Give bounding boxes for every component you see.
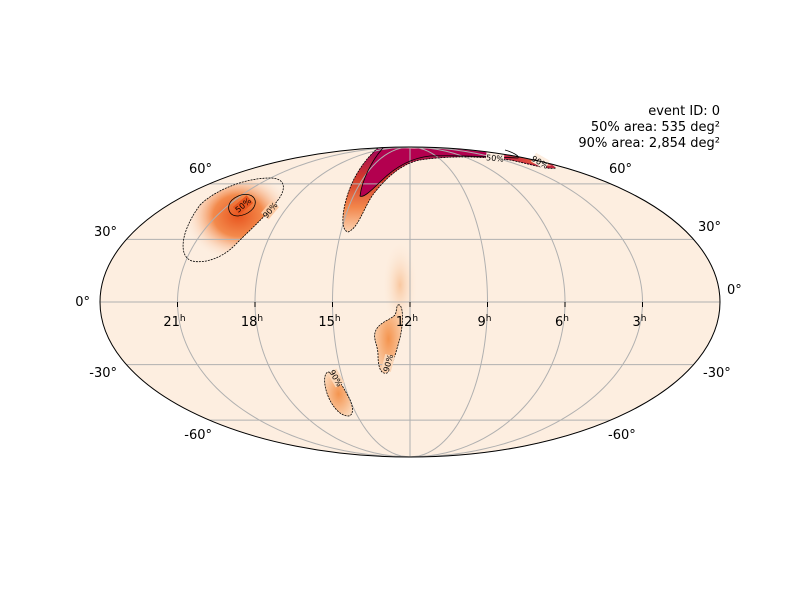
dec-label: 60° (609, 162, 632, 177)
dec-labels-right: 60° 30° 0° -30° -60° (608, 162, 742, 443)
contour-90-region2 (342, 147, 557, 233)
dec-label: -30° (703, 366, 731, 381)
contour-label: 50% (486, 153, 505, 164)
contour-90-region4 (324, 371, 353, 417)
contour-lines (182, 147, 557, 417)
credible-region-north-core (360, 148, 519, 197)
credible-region-18h-fill (183, 178, 284, 262)
dec-label: 30° (94, 225, 117, 240)
contour-90-region3 (374, 304, 403, 374)
contour-50-region1 (228, 193, 256, 217)
event-id-text: event ID: 0 (648, 104, 720, 119)
event-info-panel: event ID: 0 50% area: 535 deg² 90% area:… (578, 104, 720, 152)
dec-label: 0° (75, 295, 90, 310)
faint-probability-patch (382, 240, 418, 330)
dec-label: -60° (184, 428, 212, 443)
map-boundary (99, 146, 721, 458)
credible-region-south1-fill (374, 304, 403, 374)
dec-label: -60° (608, 428, 636, 443)
dec-label: 0° (727, 283, 742, 298)
area-90-text: 90% area: 2,854 deg² (578, 136, 720, 151)
contour-90-region1 (182, 177, 284, 263)
contour-50-region2 (359, 147, 519, 197)
dec-label: 60° (189, 162, 212, 177)
area-50-text: 50% area: 535 deg² (590, 120, 720, 135)
credible-region-south2-fill (324, 372, 353, 416)
dec-label: -30° (89, 366, 117, 381)
dec-labels-left: 60° 30° 0° -30° -60° (75, 162, 212, 443)
dec-label: 30° (698, 220, 721, 235)
